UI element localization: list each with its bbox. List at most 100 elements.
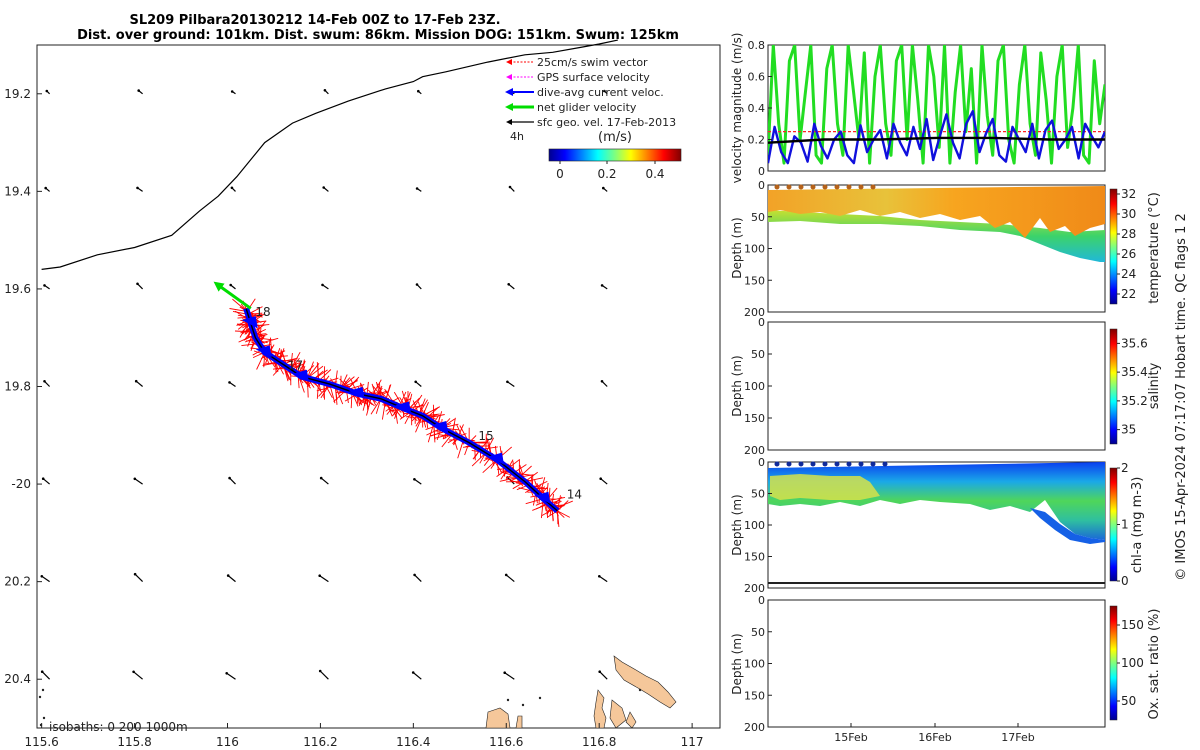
geo-arrow-head: [230, 186, 234, 190]
cbar-tick-label: 32: [1121, 187, 1136, 201]
cbar-tick-label: 28: [1121, 227, 1136, 241]
geo-arrow-head: [43, 380, 46, 383]
geo-arrow-head: [603, 89, 606, 93]
geo-arrow: [42, 478, 50, 485]
geo-arrow: [135, 380, 143, 387]
current-arrow: [348, 386, 365, 399]
cbar-tick-label: 2: [1121, 461, 1129, 475]
geo-arrow-head: [133, 572, 137, 576]
geo-arrow-head: [411, 671, 415, 674]
geo-arrow-head: [132, 670, 135, 674]
depth-tick-label: 0: [758, 594, 765, 607]
map-y-tick-label: 20.2: [4, 575, 31, 589]
dive-avg-current-line: [768, 109, 1105, 165]
swim-vector: [411, 394, 423, 412]
geo-arrow-head: [415, 187, 419, 190]
depth-tick-label: 150: [744, 551, 765, 564]
legend-label-swim: 25cm/s swim vector: [537, 56, 648, 69]
geo-arrow-head: [318, 574, 322, 577]
geo-arrow-head: [598, 575, 601, 578]
depth-tick-label: 50: [751, 348, 765, 361]
oxygen-frame: [767, 599, 1106, 728]
geo-arrow-head: [136, 282, 139, 286]
geo-arrow-head: [228, 381, 231, 384]
net-velocity-line: [216, 283, 252, 310]
chla-colorbar: [1109, 467, 1118, 582]
depth-tick-label: 200: [744, 582, 765, 595]
geo-arrow-head: [228, 476, 231, 480]
depth-tick-label: 100: [744, 380, 765, 393]
oxygen-colorbar: [1109, 605, 1118, 721]
velocity-y-tick-label: 0.4: [748, 102, 766, 115]
temperature-ylabel: Depth (m): [730, 217, 744, 278]
oxygen-colorbar-ticks: 150 100 50: [1117, 618, 1144, 708]
geo-arrow-head: [323, 89, 327, 92]
depth-tick-label: 100: [744, 243, 765, 256]
time-tick-label: 17Feb: [1001, 731, 1034, 744]
salinity-frame: [767, 321, 1106, 451]
legend-label-geo: sfc geo. vel. 17-Feb-2013: [537, 116, 676, 129]
salinity-depth-ticks: 0 50 100 150 200: [744, 316, 772, 457]
geo-arrow-head: [133, 477, 137, 481]
geo-arrow-head: [598, 670, 601, 673]
day-label: 17: [288, 358, 303, 372]
geo-arrow-head: [40, 670, 44, 673]
time-tick-label: 16Feb: [918, 731, 951, 744]
geo-arrow-head: [41, 477, 45, 481]
geo-arrow: [133, 671, 143, 680]
geo-arrow-head: [599, 477, 602, 481]
cbar-tick-label: 35.4: [1121, 365, 1148, 379]
geo-arrow: [134, 478, 143, 485]
cbar-tick-label: 1: [1121, 518, 1129, 532]
temperature-panel: 0 50 100 150 200 Depth (m) 32 30 28 26 24 22 temp…: [730, 179, 1162, 319]
legend-gps: GPS surface velocity: [506, 71, 650, 84]
geo-arrow-head: [602, 186, 605, 190]
swim-vector: [427, 422, 435, 443]
swim-vector: [556, 510, 560, 527]
time-tick-label: 15Feb: [834, 731, 867, 744]
net-velocity-head: [213, 281, 225, 292]
net-velocity-line: [768, 136, 1105, 144]
salinity-ylabel: Depth (m): [730, 355, 744, 416]
temperature-surface-dots: [774, 184, 876, 190]
geo-arrow-head: [225, 672, 228, 675]
salinity-colorbar: [1109, 328, 1118, 445]
velocity-y-tick-label: 0.2: [748, 134, 766, 147]
temperature-deep-layer: [768, 210, 1105, 262]
legend-net: net glider velocity: [505, 101, 637, 114]
geo-arrow: [507, 381, 515, 387]
map-y-tick-label: 19.6: [4, 282, 31, 296]
current-arrow: [241, 316, 258, 329]
depth-tick-label: 0: [758, 179, 765, 192]
cbar-tick-label: 100: [1121, 656, 1144, 670]
cbar-tick-label: 24: [1121, 267, 1136, 281]
depth-tick-label: 100: [744, 658, 765, 671]
geo-arrow-head: [508, 185, 512, 189]
swim-vector: [557, 510, 571, 518]
geo-arrow-head: [230, 90, 234, 93]
cbar-tick-label: 22: [1121, 287, 1136, 301]
depth-tick-label: 0: [758, 456, 765, 469]
chla-surface-dots: [774, 461, 888, 467]
chla-cbar-label: chl-a (mg m-3): [1130, 477, 1145, 574]
cbar-tick-label: 150: [1121, 618, 1144, 632]
legend-swim: 25cm/s swim vector: [506, 56, 648, 69]
map-y-tick-label: 20.4: [4, 672, 31, 686]
geo-arrow: [319, 575, 329, 583]
salinity-panel: 0 50 100 150 200 Depth (m) 35.6 35.4 35.2 35 sa…: [730, 316, 1162, 457]
current-arrow: [292, 369, 309, 382]
oxygen-depth-ticks: 0 50 100 150 200: [744, 594, 772, 734]
land-islands: [485, 655, 677, 729]
geo-arrow: [226, 672, 236, 680]
geo-arrow-head: [40, 575, 44, 578]
title-line-2: Dist. over ground: 101km. Dist. swum: 86…: [77, 28, 679, 43]
legend-label-current: dive-avg current veloc.: [537, 86, 664, 99]
swim-vector: [258, 337, 279, 345]
temperature-cbar-label: temperature (°C): [1147, 192, 1162, 304]
geo-arrow-head: [137, 89, 140, 92]
colorbar-tick-1: 0.2: [597, 167, 616, 181]
day-label: 18: [255, 305, 270, 319]
temperature-depth-ticks: 0 50 100 150 200: [744, 179, 772, 319]
current-arrow: [255, 345, 272, 358]
geo-arrow-head: [414, 380, 418, 384]
